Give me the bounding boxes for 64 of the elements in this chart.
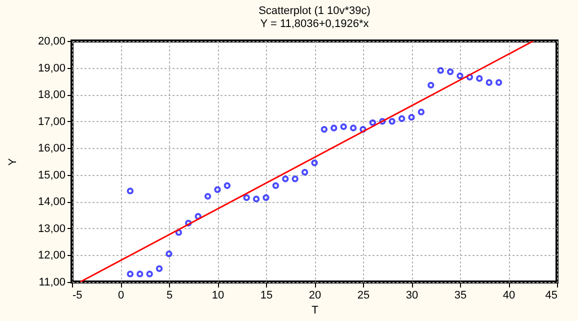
y-tick-label: 12,00 — [38, 250, 66, 262]
point — [476, 75, 483, 82]
point — [136, 270, 144, 278]
x-tick-label: 30 — [406, 290, 418, 302]
point — [262, 194, 270, 201]
point — [369, 119, 376, 126]
point — [146, 270, 153, 278]
point — [330, 124, 338, 132]
x-tick-label: 40 — [502, 290, 516, 302]
point — [350, 124, 357, 132]
y-tick-label: 20,00 — [38, 36, 66, 48]
point — [204, 192, 212, 200]
chart-subtitle: Y = 11,8036+0,1926*x — [260, 18, 370, 30]
point — [388, 118, 396, 125]
point — [408, 114, 415, 121]
point — [495, 79, 502, 86]
x-tick-label: 45 — [545, 290, 558, 302]
y-tick-label: 16,00 — [38, 142, 66, 155]
point — [466, 74, 474, 80]
x-tick-label: 35 — [454, 290, 467, 302]
point — [194, 213, 202, 220]
point — [398, 115, 406, 122]
y-tick-label: 19,00 — [38, 62, 66, 74]
point — [214, 186, 221, 193]
point — [418, 108, 425, 116]
point — [340, 123, 347, 130]
x-tick-label: 20 — [308, 290, 322, 302]
x-tick-label: 15 — [260, 290, 273, 302]
point — [126, 188, 134, 194]
point — [243, 194, 250, 201]
y-axis-title: Y — [6, 158, 19, 166]
point — [360, 126, 366, 133]
point — [292, 176, 298, 182]
x-tick-label: -5 — [72, 290, 82, 302]
point — [272, 182, 280, 189]
point — [437, 67, 444, 74]
y-tick-label: 14,00 — [38, 196, 66, 208]
point — [301, 168, 308, 176]
point — [156, 265, 163, 272]
point — [126, 270, 134, 278]
point — [252, 196, 260, 202]
point — [379, 118, 386, 125]
y-tick-label: 15,00 — [38, 169, 66, 182]
y-tick-label: 17,00 — [38, 116, 66, 128]
point — [224, 182, 231, 189]
point — [320, 126, 328, 133]
x-tick-label: 25 — [357, 290, 370, 302]
point — [166, 250, 172, 258]
chart-title: Scatterplot (1 10v*39c) — [258, 5, 370, 17]
y-tick-label: 11,00 — [38, 276, 66, 288]
point — [428, 82, 434, 89]
y-tick-label: 18,00 — [38, 89, 66, 102]
point — [311, 160, 318, 166]
point — [282, 176, 289, 182]
point — [446, 68, 454, 76]
point — [175, 229, 182, 236]
point — [185, 220, 192, 226]
x-axis-title: T — [312, 304, 319, 316]
x-tick-label: 0 — [118, 290, 124, 302]
point — [456, 72, 464, 80]
x-tick-label: 10 — [212, 290, 224, 302]
y-tick-label: 13,00 — [38, 222, 66, 235]
x-tick-label: 5 — [166, 290, 173, 302]
point — [486, 79, 492, 86]
